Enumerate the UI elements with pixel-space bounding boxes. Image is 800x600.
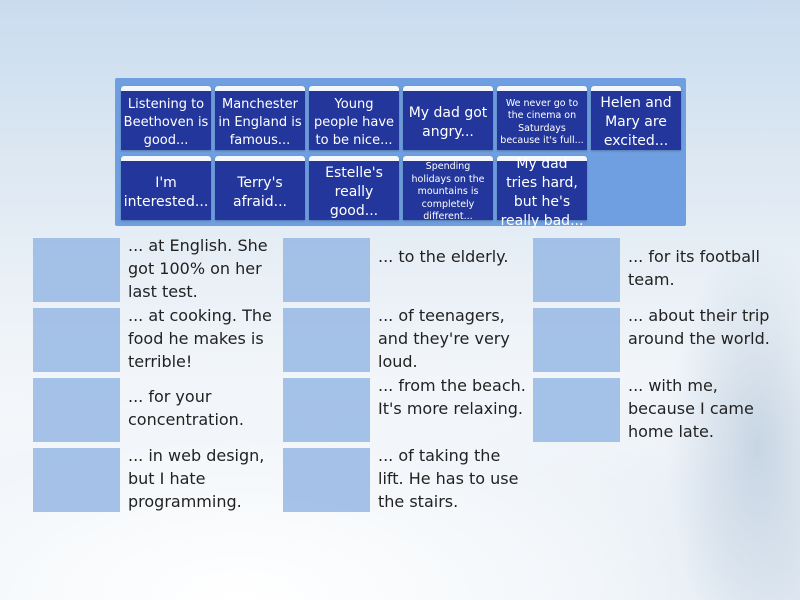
answer-tile-label: We never go to the cinema on Saturdays b… — [500, 97, 584, 147]
answer-tile[interactable]: Manchester in England is famous... — [215, 86, 305, 150]
answer-tile[interactable]: My dad got angry... — [403, 86, 493, 150]
answer-tile-label: Estelle's really good... — [325, 165, 383, 219]
drop-slot[interactable] — [533, 238, 620, 302]
drop-slot[interactable] — [283, 308, 370, 372]
drop-slot[interactable] — [33, 308, 120, 372]
answer-tile-label: Young people have to be nice... — [313, 96, 395, 148]
drop-slot[interactable] — [33, 238, 120, 302]
sentence-ending: ... to the elderly. — [378, 247, 509, 266]
drop-slot[interactable] — [533, 378, 620, 442]
sentence-ending: ... of taking the lift. He has to use th… — [378, 445, 519, 511]
answer-tile[interactable]: Helen and Mary are excited... — [591, 86, 681, 150]
answer-tile[interactable]: Estelle's really good... — [309, 156, 399, 220]
drop-slot[interactable] — [283, 238, 370, 302]
sentence-ending: ... about their trip around the world. — [628, 305, 770, 348]
answer-tile-label: Manchester in England is famous... — [218, 96, 302, 148]
answer-tile-label: Helen and Mary are excited... — [600, 95, 672, 149]
sentence-ending: ... in web design, but I hate programmin… — [128, 445, 265, 511]
answer-tile[interactable]: Spending holidays on the mountains is co… — [403, 156, 493, 222]
sentence-ending: ... at cooking. The food he makes is ter… — [128, 305, 272, 371]
answer-tile[interactable]: Listening to Beethoven is good... — [121, 86, 211, 150]
answer-tile-label: Spending holidays on the mountains is co… — [411, 161, 485, 223]
answer-tiles-panel: Listening to Beethoven is good... Manches… — [115, 78, 686, 229]
background-frosted-tree — [660, 220, 800, 600]
sentence-ending: ... for its football team. — [628, 247, 760, 289]
sentence-ending: ... at English. She got 100% on her last… — [128, 235, 268, 301]
answer-tile[interactable]: Young people have to be nice... — [309, 86, 399, 150]
sentence-ending: ... of teenagers, and they're very loud. — [378, 305, 510, 371]
answer-tile[interactable]: My dad tries hard, but he's really bad..… — [497, 156, 587, 229]
answer-tile-label: Terry's afraid... — [233, 174, 287, 210]
answer-tile-label: I'm interested... — [123, 174, 209, 210]
drop-slot[interactable] — [283, 448, 370, 512]
drop-slot[interactable] — [33, 448, 120, 512]
answer-tile[interactable]: We never go to the cinema on Saturdays b… — [497, 86, 587, 150]
sentence-ending: ... from the beach. It's more relaxing. — [378, 375, 526, 418]
answer-tile-label: My dad got angry... — [408, 104, 488, 140]
answer-tile[interactable]: Terry's afraid... — [215, 156, 305, 220]
answer-tile-label: Listening to Beethoven is good... — [123, 96, 209, 148]
drop-slot[interactable] — [283, 378, 370, 442]
answer-tile-label: My dad tries hard, but he's really bad..… — [500, 155, 584, 229]
drop-slot[interactable] — [533, 308, 620, 372]
sentence-ending: ... with me, because I came home late. — [628, 375, 754, 441]
answer-tile[interactable]: I'm interested... — [121, 156, 211, 220]
drop-slot[interactable] — [33, 378, 120, 442]
sentence-ending: ... for your concentration. — [128, 387, 244, 429]
